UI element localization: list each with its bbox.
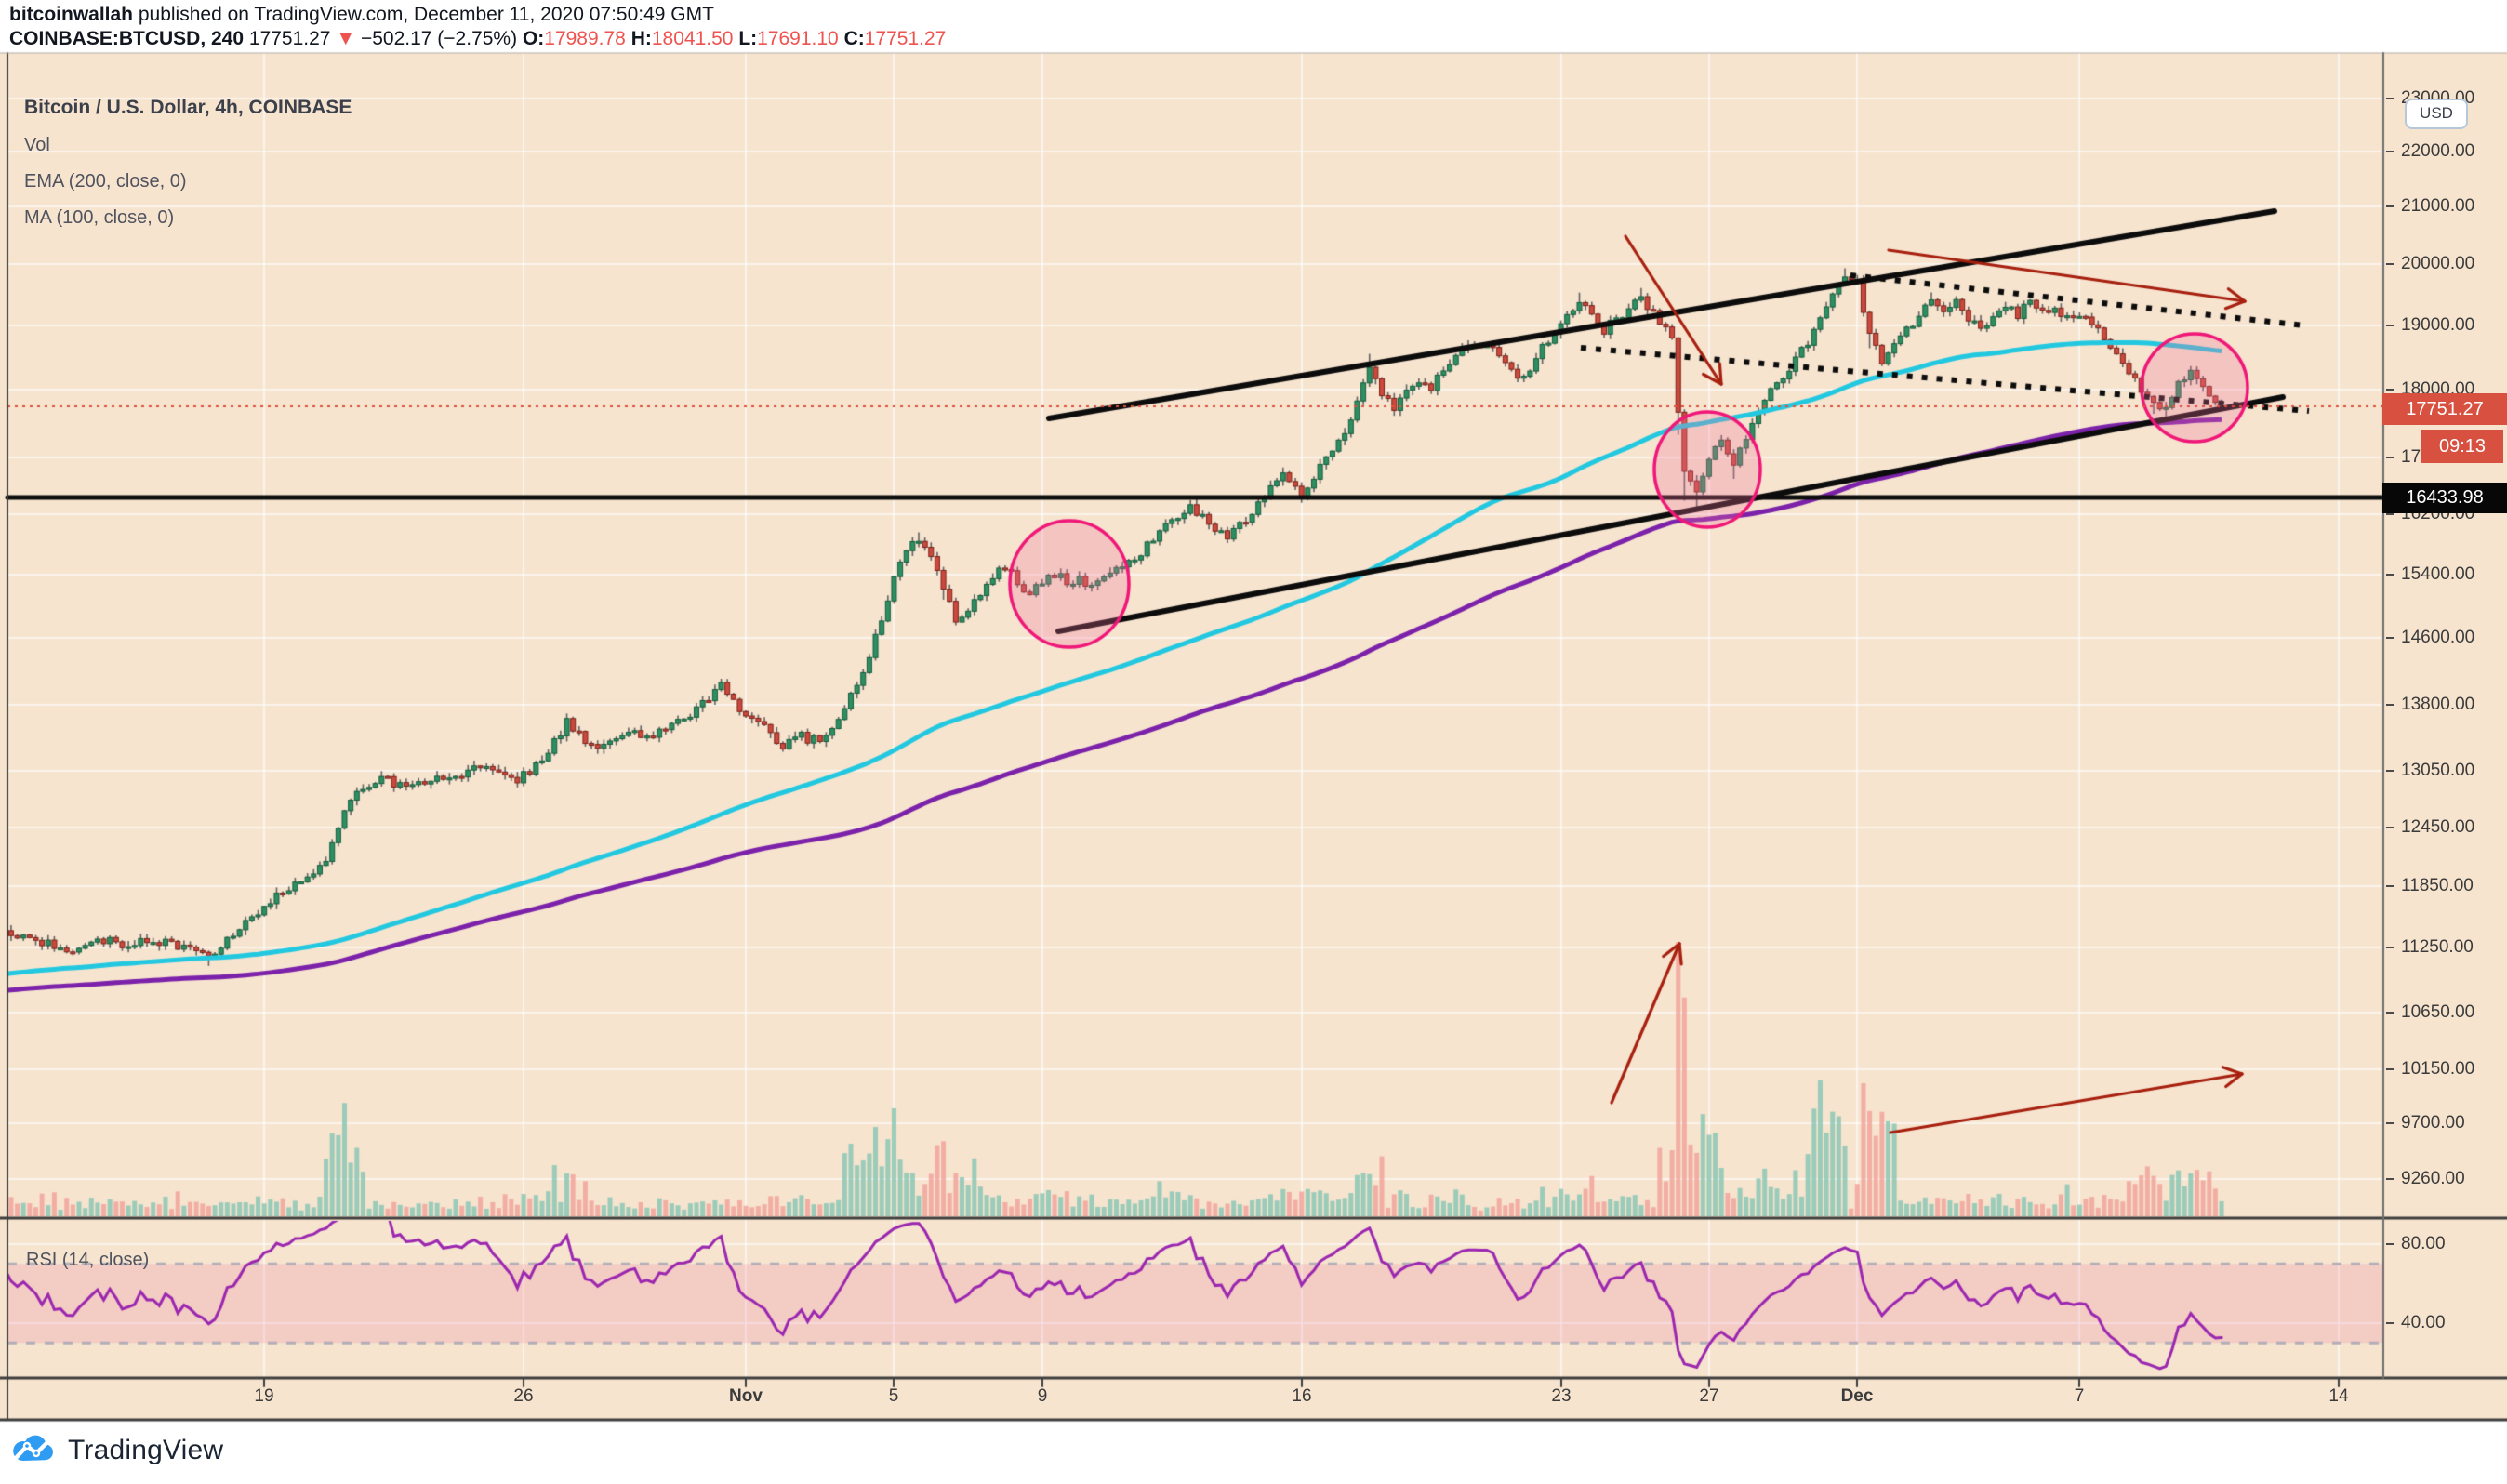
time-tick-label: 23 bbox=[1551, 1386, 1572, 1406]
author-name: bitcoinwallah bbox=[9, 4, 134, 25]
legend-symbol-title[interactable]: Bitcoin / U.S. Dollar, 4h, COINBASE bbox=[24, 97, 352, 118]
price-tick-label: 13050.00 bbox=[2384, 760, 2474, 782]
open-label: O: bbox=[522, 28, 545, 49]
time-tick-label: Nov bbox=[729, 1386, 763, 1406]
price-tick-label: 20000.00 bbox=[2384, 253, 2474, 275]
price-tick-label: 11250.00 bbox=[2384, 936, 2474, 959]
symbol-name: COINBASE:BTCUSD, 240 bbox=[9, 28, 245, 49]
time-tick-label: 7 bbox=[2074, 1386, 2085, 1406]
price-tick-label: 9260.00 bbox=[2384, 1168, 2465, 1190]
tradingview-brand-link[interactable]: TradingView bbox=[11, 1432, 223, 1469]
price-tick-label: 22000.00 bbox=[2384, 140, 2474, 163]
legend-ma-indicator[interactable]: MA (100, close, 0) bbox=[24, 207, 175, 228]
tradingview-brand-text: TradingView bbox=[68, 1435, 224, 1465]
price-tick-label: 10150.00 bbox=[2384, 1058, 2474, 1080]
time-tick-label: 19 bbox=[254, 1386, 274, 1406]
price-tick-label: 13800.00 bbox=[2384, 694, 2474, 716]
price-tick-label: 21000.00 bbox=[2384, 195, 2474, 218]
low-label: L: bbox=[738, 28, 758, 49]
close-value: 17751.27 bbox=[864, 28, 947, 49]
price-change: −502.17 (−2.75%) bbox=[360, 28, 518, 49]
time-tick-label: 14 bbox=[2328, 1386, 2349, 1406]
price-tick-label: 12450.00 bbox=[2384, 816, 2474, 839]
time-tick-label: 5 bbox=[888, 1386, 899, 1406]
legend-volume-indicator[interactable]: Vol bbox=[24, 135, 50, 155]
symbol-status-line: COINBASE:BTCUSD, 240 17751.27 ▼ −502.17 … bbox=[9, 28, 946, 50]
last-price: 17751.27 bbox=[248, 28, 331, 49]
time-tick-label: Dec bbox=[1840, 1386, 1874, 1406]
tradingview-logo-icon bbox=[13, 1435, 53, 1462]
time-tick-label: 9 bbox=[1037, 1386, 1048, 1406]
price-tick-label: 11850.00 bbox=[2384, 875, 2474, 897]
price-tick-label: 9700.00 bbox=[2384, 1112, 2465, 1134]
price-tick-label: 10650.00 bbox=[2384, 1001, 2474, 1024]
rsi-tick-label: 80.00 bbox=[2384, 1233, 2446, 1255]
high-label: H: bbox=[630, 28, 652, 49]
price-tick-label: 14600.00 bbox=[2384, 627, 2474, 649]
price-tick-label: 15400.00 bbox=[2384, 563, 2474, 586]
bar-countdown-badge: 09:13 bbox=[2421, 430, 2503, 463]
publish-info-text: published on TradingView.com, December 1… bbox=[133, 4, 714, 25]
down-arrow-icon: ▼ bbox=[336, 28, 356, 49]
close-label: C: bbox=[843, 28, 865, 49]
publish-info-line: bitcoinwallah published on TradingView.c… bbox=[9, 4, 714, 26]
time-tick-label: 26 bbox=[513, 1386, 534, 1406]
legend-rsi-indicator[interactable]: RSI (14, close) bbox=[26, 1250, 150, 1270]
open-value: 17989.78 bbox=[544, 28, 626, 49]
price-tick-label: 19000.00 bbox=[2384, 314, 2474, 337]
time-tick-label: 27 bbox=[1699, 1386, 1719, 1406]
time-tick-label: 16 bbox=[1292, 1386, 1312, 1406]
marked-level-badge: 16433.98 bbox=[2382, 483, 2507, 513]
high-value: 18041.50 bbox=[651, 28, 734, 49]
currency-toggle-button[interactable]: USD bbox=[2405, 99, 2468, 129]
current-price-badge: 17751.27 bbox=[2382, 393, 2507, 425]
legend-ema-indicator[interactable]: EMA (200, close, 0) bbox=[24, 171, 187, 192]
low-value: 17691.10 bbox=[757, 28, 839, 49]
rsi-tick-label: 40.00 bbox=[2384, 1312, 2446, 1334]
